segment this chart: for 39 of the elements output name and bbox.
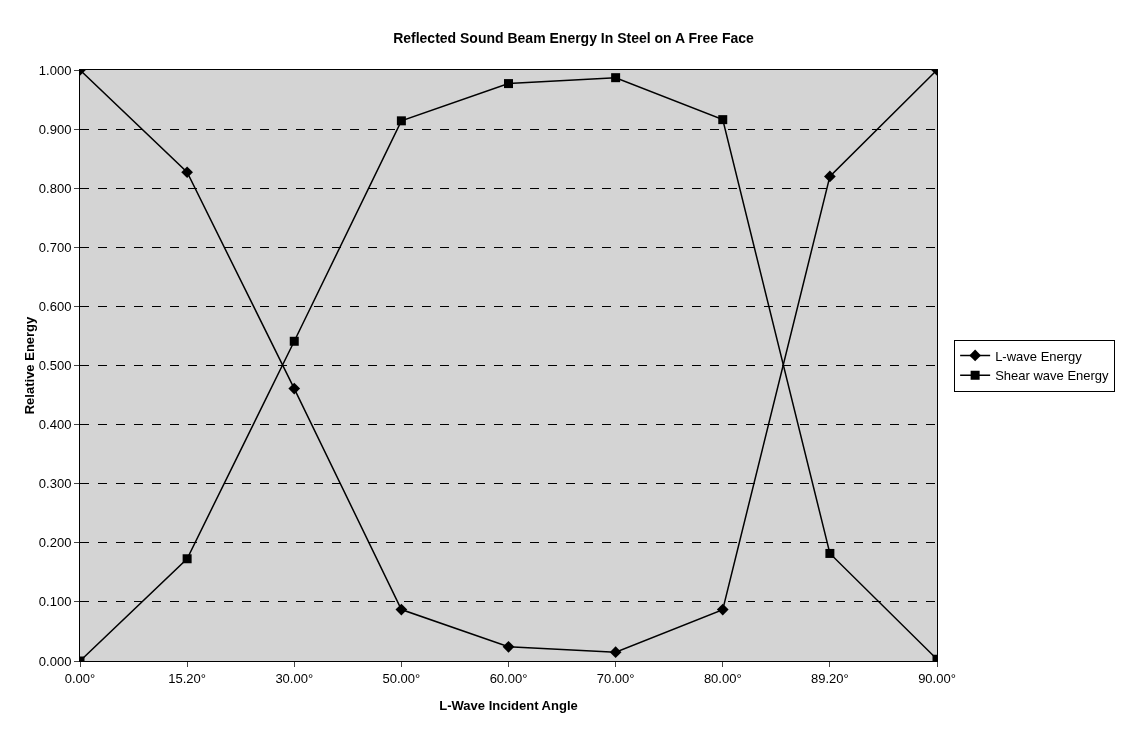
x-axis-title: L-Wave Incident Angle: [439, 698, 578, 713]
point: [718, 115, 728, 125]
point: [611, 73, 621, 83]
x-tick-label: 60.00°: [489, 670, 528, 686]
point: [289, 336, 299, 346]
x-tick-label: 89.20°: [811, 670, 849, 686]
x-tick-label: 50.00°: [382, 670, 421, 686]
x-tick-label: 80.00°: [703, 670, 742, 686]
x-tick-label: 15.20°: [168, 670, 206, 686]
y-tick-label: 0.500: [38, 358, 72, 374]
y-tick-label: 0.000: [38, 653, 72, 669]
point: [181, 166, 193, 179]
y-tick-label: 0.900: [38, 121, 72, 137]
y-tick-label: 1.000: [38, 62, 72, 78]
x-tick-label: 70.00°: [596, 670, 635, 686]
y-tick-label: 0.800: [38, 180, 72, 196]
point: [609, 646, 622, 658]
point: [395, 603, 408, 616]
point: [825, 548, 835, 558]
legend-label: L-wave Energy: [995, 348, 1083, 364]
point: [502, 640, 515, 653]
y-tick-label: 0.200: [38, 535, 72, 551]
point: [288, 382, 301, 395]
point: [504, 79, 513, 89]
y-axis-title: Relative Energy: [21, 315, 37, 415]
x-tick-label: 90.00°: [918, 670, 956, 686]
y-tick-label: 0.300: [38, 476, 72, 492]
x-tick-label: 30.00°: [275, 670, 314, 686]
point: [824, 170, 836, 183]
y-tick-label: 0.100: [38, 594, 72, 610]
chart-title: Reflected Sound Beam Energy In Steel on A Free Face: [393, 29, 755, 46]
point: [396, 116, 406, 126]
point: [716, 603, 729, 616]
y-tick-label: 0.700: [38, 239, 72, 255]
y-tick-label: 0.400: [38, 417, 72, 433]
x-tick-label: 0.00°: [64, 670, 96, 686]
legend-label: Shear wave Energy: [995, 368, 1110, 384]
y-tick-label: 0.600: [38, 298, 72, 314]
point: [182, 554, 192, 564]
